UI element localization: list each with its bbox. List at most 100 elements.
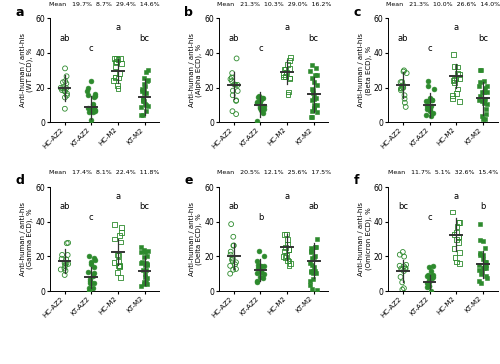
Point bbox=[312, 254, 320, 260]
Point bbox=[110, 56, 118, 62]
Point bbox=[142, 276, 150, 281]
Point bbox=[260, 253, 268, 259]
Point bbox=[286, 261, 294, 266]
Point bbox=[140, 87, 148, 93]
Text: e: e bbox=[184, 174, 193, 187]
Point bbox=[310, 94, 318, 99]
Point bbox=[112, 58, 120, 64]
Point bbox=[140, 281, 147, 287]
Point bbox=[306, 260, 314, 266]
Point bbox=[286, 75, 294, 81]
Point bbox=[63, 92, 71, 98]
Point bbox=[117, 224, 125, 230]
Point bbox=[256, 263, 264, 269]
Point bbox=[478, 269, 486, 275]
Point bbox=[115, 75, 123, 81]
Point bbox=[430, 86, 438, 92]
Point bbox=[228, 108, 236, 114]
Point bbox=[482, 262, 490, 268]
Point bbox=[314, 288, 322, 293]
Point bbox=[402, 70, 410, 76]
Point bbox=[259, 95, 267, 101]
Point bbox=[114, 269, 122, 275]
Point bbox=[422, 99, 430, 104]
Point bbox=[478, 113, 486, 119]
Point bbox=[61, 106, 69, 112]
Point bbox=[144, 261, 152, 267]
Point bbox=[448, 92, 456, 98]
Point bbox=[450, 64, 458, 70]
Point bbox=[86, 276, 94, 282]
Point bbox=[284, 89, 292, 95]
Text: ab: ab bbox=[60, 202, 70, 211]
Point bbox=[226, 252, 234, 258]
Point bbox=[280, 74, 287, 80]
Text: Mean   20.5%  12.1%  25.6%  17.5%: Mean 20.5% 12.1% 25.6% 17.5% bbox=[216, 170, 331, 175]
Point bbox=[478, 116, 486, 122]
Text: bc: bc bbox=[140, 33, 149, 43]
Point bbox=[280, 254, 287, 260]
Point bbox=[282, 245, 290, 250]
Point bbox=[254, 270, 262, 276]
Point bbox=[142, 279, 150, 285]
Point bbox=[89, 103, 97, 109]
Point bbox=[425, 277, 433, 283]
Point bbox=[139, 267, 147, 273]
Point bbox=[281, 74, 289, 79]
Point bbox=[396, 274, 404, 280]
Point bbox=[426, 113, 434, 119]
Point bbox=[85, 109, 93, 115]
Point bbox=[58, 252, 66, 258]
Point bbox=[402, 262, 410, 268]
Point bbox=[62, 260, 70, 266]
Point bbox=[398, 86, 406, 91]
Point bbox=[306, 269, 314, 274]
Y-axis label: Anti-human / anti-his
(Delta ECD), %: Anti-human / anti-his (Delta ECD), % bbox=[189, 202, 202, 276]
Point bbox=[428, 275, 436, 281]
Point bbox=[253, 99, 261, 105]
Point bbox=[424, 83, 432, 88]
Point bbox=[85, 285, 93, 291]
Point bbox=[87, 261, 95, 267]
Point bbox=[86, 278, 94, 284]
Point bbox=[314, 83, 322, 88]
Point bbox=[280, 232, 288, 238]
Point bbox=[425, 265, 433, 270]
Point bbox=[114, 86, 122, 92]
Text: bc: bc bbox=[308, 33, 318, 43]
Point bbox=[452, 259, 460, 265]
Point bbox=[450, 79, 458, 85]
Point bbox=[142, 102, 150, 107]
Text: a: a bbox=[116, 192, 120, 201]
Point bbox=[284, 241, 292, 247]
Point bbox=[137, 283, 145, 289]
Point bbox=[140, 262, 148, 268]
Point bbox=[254, 248, 262, 254]
Point bbox=[142, 272, 150, 277]
Point bbox=[399, 84, 407, 90]
Point bbox=[285, 263, 293, 269]
Point bbox=[138, 259, 146, 265]
Point bbox=[62, 261, 70, 266]
Point bbox=[312, 270, 320, 276]
Text: a: a bbox=[116, 23, 120, 32]
Point bbox=[253, 258, 261, 264]
Text: bc: bc bbox=[398, 202, 408, 211]
Point bbox=[60, 265, 68, 271]
Point bbox=[228, 70, 236, 76]
Point bbox=[400, 67, 408, 73]
Point bbox=[90, 93, 98, 99]
Point bbox=[141, 101, 149, 107]
Point bbox=[90, 280, 98, 286]
Text: f: f bbox=[354, 174, 359, 187]
Point bbox=[140, 254, 148, 260]
Point bbox=[308, 256, 316, 261]
Point bbox=[140, 247, 147, 253]
Text: Mean   21.3%  10.0%  26.6%  14.0%: Mean 21.3% 10.0% 26.6% 14.0% bbox=[386, 1, 500, 7]
Text: c: c bbox=[428, 44, 432, 53]
Point bbox=[454, 86, 462, 92]
Point bbox=[144, 68, 152, 74]
Point bbox=[256, 98, 264, 104]
Point bbox=[424, 272, 432, 278]
Point bbox=[256, 105, 264, 111]
